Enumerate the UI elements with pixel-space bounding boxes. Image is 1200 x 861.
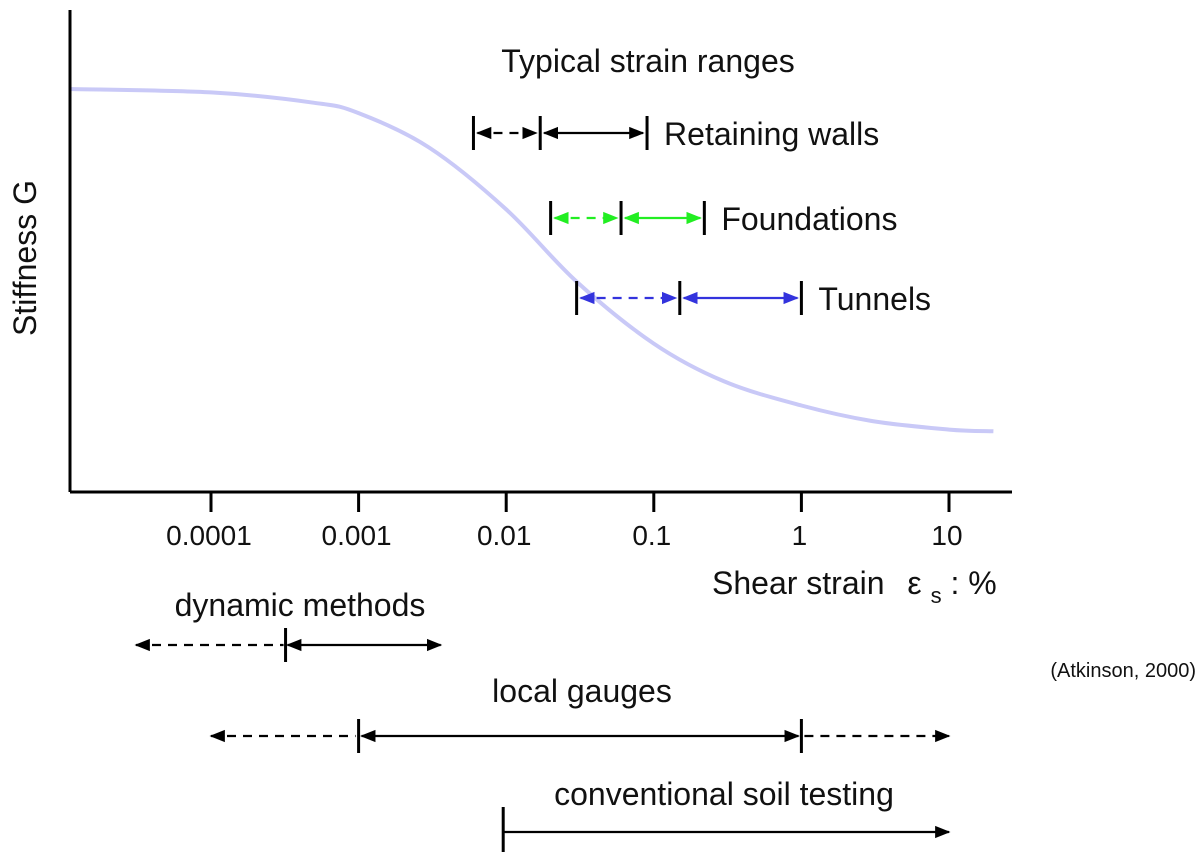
testing-method-label: dynamic methods	[175, 587, 426, 623]
x-axis-label: Shear strain ε s : %	[712, 565, 997, 610]
y-axis-label: Stiffness G	[7, 180, 43, 336]
testing-method-conventional-soil-testing: conventional soil testing	[501, 776, 951, 852]
strain-range-foundations: Foundations	[549, 201, 897, 237]
x-tick-label: 0.001	[322, 520, 392, 551]
testing-methods: dynamic methods local gauges conventional …	[134, 587, 951, 852]
strain-range-retaining-walls: Retaining walls	[471, 116, 879, 152]
x-tick-label: 10	[931, 520, 962, 551]
testing-method-label: conventional soil testing	[554, 776, 894, 812]
x-axis-label-text: Shear strain	[712, 565, 885, 601]
x-tick-label: 0.0001	[166, 520, 252, 551]
x-axis-ticks: 0.0001 0.001 0.01 0.1 1 10	[166, 492, 963, 551]
x-tick-label: 0.1	[632, 520, 671, 551]
x-tick-label: 1	[792, 520, 808, 551]
range-label: Tunnels	[818, 281, 931, 317]
x-tick-label: 0.01	[477, 520, 532, 551]
x-axis-label-symbol: ε	[907, 565, 921, 601]
x-axis-label-unit: : %	[950, 565, 996, 601]
range-label: Foundations	[721, 201, 897, 237]
testing-method-label: local gauges	[492, 673, 672, 709]
testing-method-local-gauges: local gauges	[209, 673, 951, 753]
range-label: Retaining walls	[664, 116, 879, 152]
strain-ranges: Retaining walls Foundations Tunnels	[471, 116, 931, 317]
chart-title: Typical strain ranges	[501, 43, 794, 79]
strain-range-tunnels: Tunnels	[575, 281, 931, 317]
testing-method-dynamic-methods: dynamic methods	[134, 587, 443, 662]
x-axis-label-subscript: s	[931, 583, 942, 608]
source-note: (Atkinson, 2000)	[1050, 660, 1196, 682]
stiffness-curve	[69, 87, 994, 434]
